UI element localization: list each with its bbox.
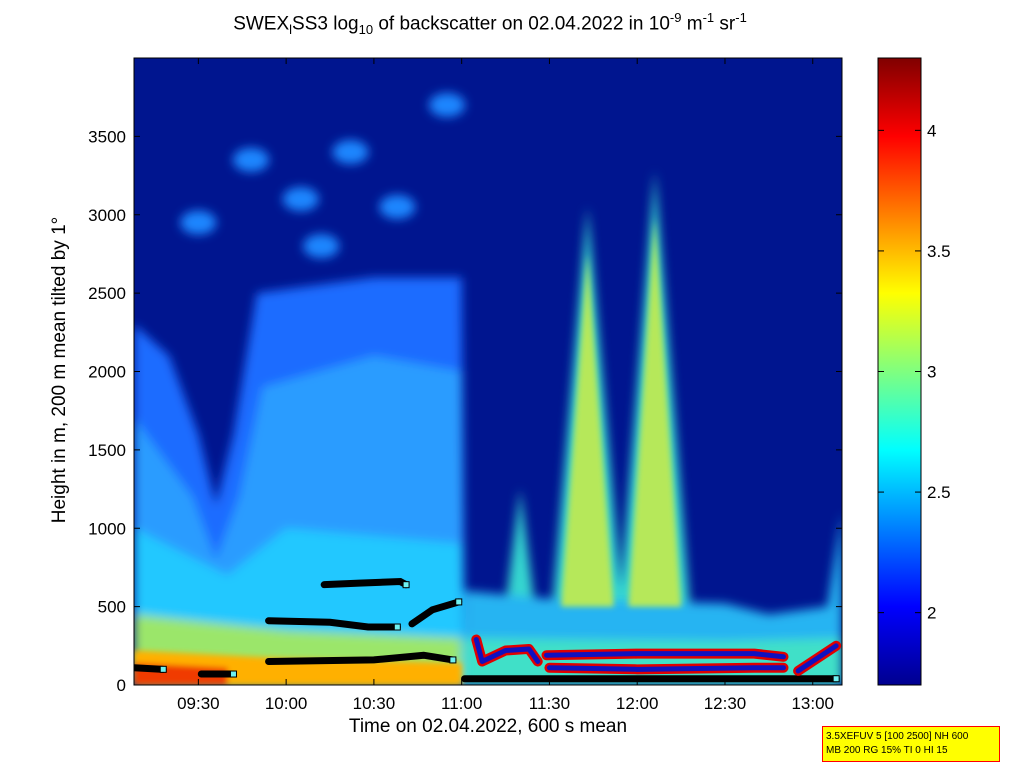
title-part-4: sr	[714, 13, 736, 35]
colorbar-tick-label: 2	[927, 604, 936, 623]
x-axis: 09:30 10:00 10:30 11:00 11:30 12:00 12:30 13:00	[177, 58, 834, 713]
plume	[505, 489, 535, 607]
plume-core	[628, 217, 682, 607]
info-line-2: MB 200 RG 15% TI 0 HI 15	[826, 745, 948, 756]
red-marker-trace	[546, 665, 786, 672]
colorbar-tick-label: 3.5	[927, 242, 951, 261]
cloud-wisp	[332, 140, 369, 165]
y-axis: 0 500 1000 1500 2000 2500 3000 3500	[88, 127, 842, 695]
layer-marker-end	[229, 670, 237, 678]
chart-title: SWEXlSS3 log10 of backscatter on 02.04.2…	[0, 10, 980, 37]
x-tick-label: 09:30	[177, 694, 220, 713]
layer-marker-end	[402, 581, 410, 589]
y-axis-label: Height in m, 200 m mean tilted by 1°	[49, 216, 70, 524]
layer-marker-trace	[134, 664, 167, 673]
colorbar-tick-label: 4	[927, 121, 936, 140]
red-marker-trace	[544, 651, 786, 660]
red-marker-trace	[795, 643, 839, 674]
colorbar-tick-label: 3	[927, 363, 936, 382]
info-line-1: 3.5XEFUV 5 [100 2500] NH 600	[826, 731, 969, 742]
cloud-wisp	[303, 234, 340, 259]
red-marker-trace	[473, 637, 541, 664]
y-tick-label: 2500	[88, 284, 126, 303]
x-tick-label: 12:30	[704, 694, 747, 713]
cloud-wisp	[233, 147, 270, 172]
layer-marker-trace	[408, 598, 463, 628]
title-prefix: SWEX	[233, 13, 290, 35]
title-sup-2: -1	[702, 10, 715, 25]
y-tick-label: 1000	[88, 519, 126, 538]
title-sup-3: -1	[735, 10, 747, 25]
title-sub-1: l	[289, 22, 293, 38]
cloud-wisp	[282, 187, 319, 212]
y-tick-label: 3500	[88, 127, 126, 146]
info-box: 3.5XEFUV 5 [100 2500] NH 600 MB 200 RG 1…	[822, 726, 1000, 762]
x-axis-label: Time on 02.04.2022, 600 s mean	[348, 716, 628, 737]
backscatter-heatmap	[134, 58, 842, 685]
layer-marker-end	[455, 598, 463, 606]
cloud-wisp	[180, 210, 217, 235]
layer-marker-end	[159, 665, 167, 673]
title-part-2: of backscatter on 02.04.2022 in 10	[373, 13, 670, 35]
plume-core	[561, 253, 614, 607]
x-tick-label: 10:00	[265, 694, 308, 713]
x-tick-label: 10:30	[353, 694, 396, 713]
x-tick-label: 13:00	[791, 694, 834, 713]
y-tick-label: 500	[98, 598, 126, 617]
y-tick-label: 3000	[88, 206, 126, 225]
title-part-3: m	[681, 13, 703, 35]
title-sup-1: -9	[669, 10, 682, 25]
colorbar-tick-label: 2.5	[927, 483, 951, 502]
x-tick-label: 12:00	[616, 694, 659, 713]
layer-marker-trace	[320, 578, 410, 589]
x-tick-label: 11:00	[441, 694, 482, 713]
y-tick-label: 2000	[88, 363, 126, 382]
cloud-wisp	[379, 194, 416, 219]
layer-marker-end	[832, 675, 840, 683]
title-part-1: SS3 log	[292, 13, 359, 35]
layer-marker-end	[449, 656, 457, 664]
x-tick-label: 11:30	[529, 694, 570, 713]
colorbar-gradient	[878, 58, 921, 685]
colorbar: 2 2.5 3 3.5 4	[877, 57, 951, 686]
layer-marker-trace	[265, 651, 457, 665]
title-sub-2: 10	[358, 22, 374, 38]
cloud-wisp	[429, 93, 466, 118]
layer-marker-end	[393, 623, 401, 631]
y-tick-label: 0	[117, 676, 126, 695]
layer-marker-trace	[265, 617, 401, 631]
y-tick-label: 1500	[88, 441, 126, 460]
